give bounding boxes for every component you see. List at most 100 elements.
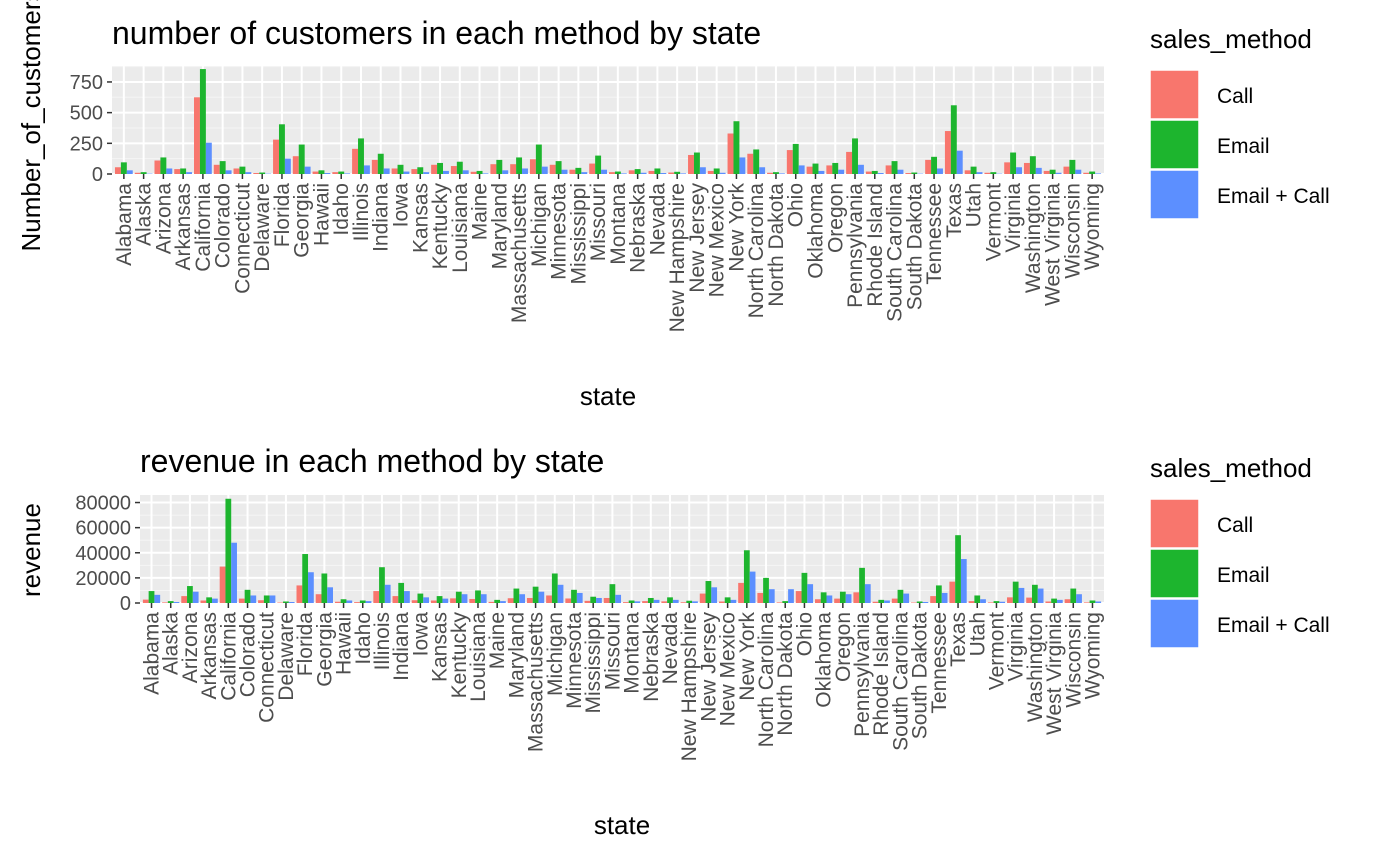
bar-indiana-call [371,159,378,174]
bar-arkansas-email-call [212,598,218,603]
bar-new-jersey-email [705,581,712,603]
revenue-legend-title: sales_method [1150,453,1312,483]
bar-nebraska-call [642,601,648,603]
bar-north-dakota-email [782,601,789,603]
bar-hawaii-call [312,171,319,174]
bar-new-hampshire-email-call [680,173,687,174]
bar-delaware-email-call [288,601,295,603]
bar-texas-email [955,535,961,603]
bar-west-virginia-email-call [1056,599,1063,603]
bar-montana-email [614,171,621,174]
x-tick-label-hawaii: Hawaii [333,612,356,675]
bar-indiana-email [398,582,405,603]
x-tick-label-iowa: Iowa [409,612,432,657]
bar-kansas-email-call [442,598,449,603]
bar-virginia-email-call [1018,587,1025,603]
bar-louisiana-call [450,166,457,174]
bar-alaska-call [134,172,141,174]
bar-maine-call [488,601,495,603]
bar-georgia-email [298,144,305,174]
bar-oklahoma-email [812,163,819,174]
bar-maine-email [476,170,483,174]
bar-nevada-call [661,601,668,603]
x-tick-label-mississippi: Mississippi [582,612,605,714]
bar-hawaii-email-call [346,600,353,603]
x-tick-label-south-carolina: South Carolina [889,612,912,751]
bar-arizona-call [181,596,188,603]
x-tick-label-west-virginia: West Virginia [1043,612,1066,735]
x-tick-label-oklahoma: Oklahoma [804,183,827,279]
customers-y-axis-title: Number_of_customers [16,0,46,252]
x-tick-label-south-carolina: South Carolina [884,183,907,322]
bar-mississippi-email-call [581,172,588,174]
bar-ohio-email [801,572,808,603]
bar-texas-email-call [956,150,963,174]
x-tick-label-new-mexico: New Mexico [706,183,729,297]
bar-kansas-call [430,600,437,603]
bar-ohio-email-call [807,584,814,603]
x-tick-label-pennsylvania: Pennsylvania [851,612,874,737]
bar-new-mexico-email-call [730,599,737,603]
bar-nebraska-call [628,170,635,174]
bar-vermont-call [984,172,991,174]
bar-kansas-email [436,596,443,603]
bar-kansas-call [411,169,418,174]
x-tick-label-california: California [217,612,240,701]
bar-west-virginia-email-call [1055,172,1062,174]
x-tick-label-alabama: Alabama [141,612,164,695]
bar-idaho-email-call [365,601,372,603]
bar-mississippi-email [575,167,582,174]
legend-key-call [1149,69,1200,120]
bar-mississippi-email-call [596,597,602,603]
bar-louisiana-email-call [462,170,469,174]
bar-arizona-email-call [166,168,173,174]
bar-connecticut-email [263,595,270,603]
x-tick-label-kansas: Kansas [409,183,432,253]
bar-pennsylvania-email [859,567,865,603]
legend-key-email-call [1149,169,1200,220]
bar-georgia-email-call [327,587,333,603]
x-tick-label-nevada: Nevada [659,612,682,685]
bar-south-dakota-email [916,601,923,603]
bar-michigan-email-call [541,166,548,174]
bar-maryland-call [507,598,514,603]
bar-michigan-call [546,595,552,603]
x-tick-label-vermont: Vermont [985,612,1008,690]
bar-hawaii-email [318,170,325,174]
bar-kentucky-call [450,598,456,603]
x-tick-label-oklahoma: Oklahoma [813,612,836,708]
bar-missouri-email-call [601,169,608,174]
x-tick-label-north-dakota: North Dakota [774,612,797,736]
bar-pennsylvania-call [846,151,853,174]
bar-new-mexico-email [713,168,720,174]
bar-kentucky-email [455,591,462,603]
bar-kentucky-call [431,164,438,174]
x-tick-label-arizona: Arizona [152,183,175,255]
x-tick-label-georgia: Georgia [291,183,314,258]
bar-oregon-email-call [838,169,845,174]
revenue-y-axis-title: revenue [16,503,46,597]
bar-maryland-email-call [519,594,526,603]
bar-kentucky-email-call [442,170,449,174]
bar-north-dakota-email-call [778,173,785,174]
bar-tennessee-email [935,585,942,603]
customers-chart: number of customers in each method by st… [16,0,1104,411]
bar-massachusetts-email [516,157,523,174]
bar-washington-email [1029,156,1036,174]
bar-virginia-call [1007,597,1013,603]
x-tick-label-new-york: New York [725,183,748,272]
bar-arkansas-call [200,600,207,603]
x-tick-label-maryland: Maryland [488,183,511,269]
x-tick-label-california: California [192,183,215,272]
x-tick-label-maryland: Maryland [505,612,528,698]
bar-illinois-email-call [363,165,370,174]
bar-oklahoma-call [814,599,821,603]
x-tick-label-new-york: New York [736,612,759,701]
bar-south-carolina-call [891,598,898,603]
bar-tennessee-email [931,156,938,174]
x-tick-label-alabama: Alabama [113,183,136,266]
bar-wyoming-call [1083,172,1090,174]
bar-wisconsin-email [1069,159,1076,174]
bar-florida-call [273,139,279,174]
bar-arizona-call [154,160,161,174]
